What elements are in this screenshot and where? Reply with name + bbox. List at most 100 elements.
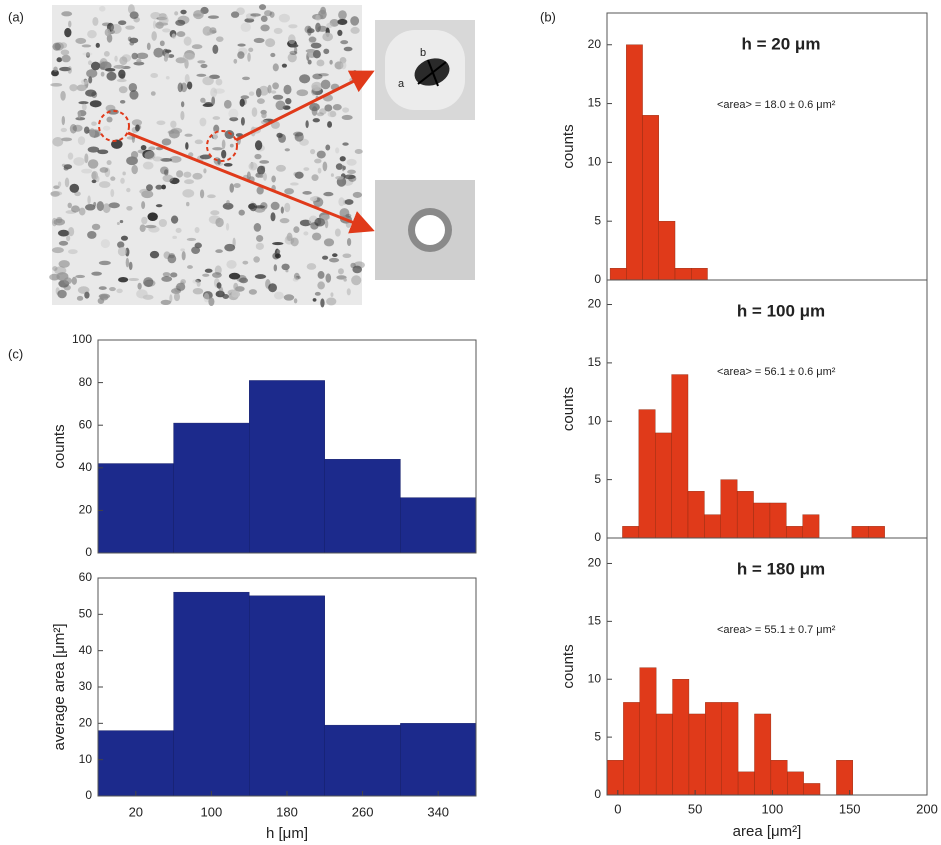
blob (224, 243, 236, 252)
blob (346, 238, 352, 247)
blob (293, 226, 300, 234)
blob (265, 38, 276, 48)
bar (754, 713, 772, 796)
micrograph (49, 4, 365, 308)
blob (203, 292, 210, 303)
blob (142, 161, 154, 170)
blob (179, 281, 186, 291)
blob (261, 112, 267, 119)
blob (337, 18, 348, 26)
blob (350, 26, 360, 34)
blob (310, 42, 322, 49)
blob (272, 242, 284, 246)
bar (687, 491, 705, 539)
blob (74, 191, 81, 197)
blob (242, 260, 249, 265)
blob (118, 20, 127, 26)
blob (61, 137, 73, 142)
plot-frame (606, 537, 928, 796)
blob (222, 202, 234, 210)
blob (210, 210, 220, 216)
blob (89, 129, 101, 138)
blob (162, 272, 171, 277)
blob (126, 136, 136, 140)
blob (272, 82, 279, 90)
bar (736, 491, 754, 539)
blob (272, 94, 284, 100)
blob (275, 100, 286, 111)
blob (128, 277, 140, 282)
blob (307, 59, 312, 65)
blob (224, 130, 235, 139)
blob (270, 201, 280, 211)
blob (193, 9, 204, 20)
blob (268, 283, 277, 293)
x-axis-label: area [μm²] (733, 823, 802, 840)
blob (338, 268, 344, 275)
blob (110, 176, 116, 181)
blob (81, 168, 93, 174)
blob (56, 272, 69, 281)
blob (176, 170, 184, 178)
blob (212, 44, 219, 54)
blob (215, 36, 224, 42)
bar (655, 713, 673, 796)
panel-label: (c) (8, 346, 23, 361)
blob (248, 162, 258, 171)
blob (325, 144, 331, 151)
blob (342, 107, 350, 113)
blob (295, 275, 301, 280)
bar (721, 702, 739, 796)
blob (299, 74, 311, 84)
blob (89, 100, 102, 108)
bar (606, 760, 624, 796)
blob (77, 111, 82, 119)
blob (61, 11, 73, 17)
blob (344, 199, 354, 205)
bar (672, 679, 690, 796)
blob (186, 237, 197, 242)
blob (348, 175, 357, 182)
blob (98, 181, 111, 188)
y-tick-label: 5 (594, 729, 601, 743)
blob (286, 232, 293, 242)
blob (342, 253, 352, 259)
blob (294, 171, 304, 179)
blob (162, 28, 171, 33)
blob (306, 263, 317, 270)
blob (99, 5, 106, 12)
blob (280, 165, 285, 169)
panel-title: h = 180 μm (737, 559, 825, 578)
blob (187, 265, 193, 269)
blob (194, 139, 203, 145)
blob (68, 20, 72, 28)
blob (231, 290, 241, 298)
blob (211, 96, 216, 106)
blob (229, 183, 235, 193)
blob (312, 73, 323, 80)
blob (320, 79, 331, 90)
blob (316, 59, 325, 67)
plot-frame (97, 339, 477, 554)
bar (786, 526, 803, 539)
blob (67, 202, 72, 209)
blob (260, 24, 270, 32)
blob (215, 217, 224, 228)
blob (174, 11, 179, 16)
blob (173, 292, 181, 302)
blob (151, 31, 157, 41)
blob (335, 147, 340, 154)
blob (254, 274, 267, 279)
blob (285, 97, 292, 105)
blob (184, 74, 190, 84)
blob (162, 174, 174, 183)
blob (260, 15, 268, 23)
blob (308, 36, 317, 43)
bar (638, 409, 656, 539)
blob (324, 219, 329, 229)
blob (146, 184, 153, 192)
blob (137, 282, 142, 290)
highlight-circle (206, 130, 238, 162)
blob (156, 120, 166, 126)
bar (868, 526, 885, 539)
